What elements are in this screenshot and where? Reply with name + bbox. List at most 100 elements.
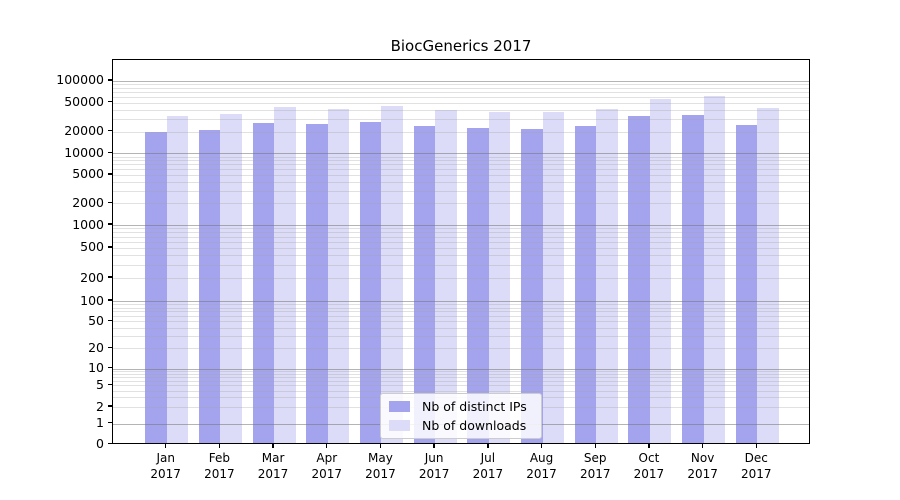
gridline	[113, 348, 809, 350]
bar-mar-downloads	[274, 107, 296, 443]
bar-jul-distinct-ips	[467, 128, 489, 443]
x-tick-mark	[487, 444, 489, 448]
y-tick-label: 5000	[72, 166, 104, 182]
gridline	[113, 327, 809, 329]
plot-area: Nb of distinct IPs Nb of downloads	[112, 59, 810, 444]
y-tick-label: 100000	[56, 72, 104, 88]
gridline	[113, 377, 809, 379]
x-tick-mark	[379, 444, 382, 448]
y-tick-label: 1	[96, 415, 104, 431]
bar-oct-downloads	[649, 98, 672, 443]
gridline	[113, 228, 809, 230]
y-tick-mark	[108, 223, 112, 225]
gridline	[113, 232, 809, 234]
y-tick-mark	[108, 346, 112, 348]
x-tick-label: Jun 2017	[418, 451, 450, 481]
bar-apr-downloads	[327, 109, 350, 443]
bar-feb-downloads	[220, 114, 242, 443]
gridline	[113, 255, 809, 257]
y-tick-mark	[108, 299, 112, 301]
gridline	[113, 190, 809, 192]
bars-layer	[113, 60, 809, 443]
bar-aug-distinct-ips	[521, 129, 543, 443]
gridline	[113, 131, 809, 133]
y-tick-label: 2000	[72, 194, 104, 210]
gridline	[113, 80, 809, 82]
gridline	[113, 304, 809, 306]
y-tick-label: 0	[96, 435, 104, 451]
legend-item-downloads: Nb of downloads	[389, 418, 527, 433]
y-tick-label: 50000	[64, 94, 104, 110]
bar-nov-distinct-ips	[682, 114, 704, 443]
y-tick-mark	[108, 151, 112, 153]
gridline	[113, 225, 809, 226]
x-tick-mark	[433, 444, 435, 448]
y-tick-mark	[108, 129, 112, 132]
gridline	[113, 92, 809, 94]
y-tick-mark	[108, 101, 112, 103]
x-tick-label: Dec 2017	[741, 451, 772, 481]
x-tick-label: May 2017	[365, 451, 396, 481]
gridline	[113, 301, 809, 302]
x-tick-mark	[272, 444, 274, 448]
y-tick-mark	[108, 79, 112, 81]
gridline	[113, 380, 809, 382]
bar-jan-distinct-ips	[145, 132, 167, 443]
x-tick-label: Feb 2017	[204, 451, 235, 481]
bar-nov-downloads	[703, 96, 726, 443]
y-tick-label: 10000	[64, 144, 104, 160]
y-tick-mark	[108, 422, 112, 424]
y-tick-mark	[108, 276, 112, 278]
gridline	[113, 153, 809, 155]
y-tick-mark	[108, 173, 112, 175]
gridline	[113, 118, 809, 120]
y-tick-label: 500	[80, 239, 104, 255]
x-tick-mark	[164, 444, 167, 448]
y-tick-label: 20	[88, 339, 104, 355]
gridline	[113, 97, 809, 99]
bar-sep-downloads	[596, 109, 618, 443]
bar-jul-downloads	[488, 111, 511, 443]
legend-swatch-downloads-icon	[389, 420, 410, 431]
y-tick-mark	[108, 442, 112, 444]
gridline	[113, 181, 809, 183]
y-tick-label: 2	[96, 398, 104, 414]
gridline	[113, 169, 809, 171]
x-tick-label: Aug 2017	[526, 451, 557, 481]
gridline	[113, 236, 809, 238]
gridline	[113, 160, 809, 162]
y-tick-label: 10	[88, 360, 104, 376]
gridline	[113, 84, 809, 86]
x-tick-label: Mar 2017	[257, 451, 289, 481]
gridline	[113, 368, 809, 370]
gridline	[113, 336, 809, 338]
bar-apr-distinct-ips	[306, 123, 328, 443]
y-tick-label: 50	[88, 312, 104, 328]
y-tick-label: 5	[96, 376, 104, 392]
y-tick-mark	[108, 383, 112, 385]
gridline	[113, 102, 809, 104]
y-tick-mark	[108, 246, 112, 248]
legend-label-downloads: Nb of downloads	[422, 418, 527, 433]
gridline	[113, 156, 809, 158]
gridline	[113, 164, 809, 166]
x-tick-mark	[326, 444, 328, 448]
x-tick-label: Jul 2017	[472, 451, 504, 481]
bar-oct-distinct-ips	[628, 115, 650, 443]
legend-label-distinct-ips: Nb of distinct IPs	[422, 399, 527, 414]
y-tick-label: 200	[80, 269, 104, 285]
gridline	[113, 374, 809, 376]
gridline	[113, 316, 809, 318]
x-tick-mark	[594, 444, 596, 448]
gridline	[113, 264, 809, 266]
y-tick-mark	[108, 366, 112, 369]
x-tick-label: Oct 2017	[633, 451, 665, 481]
bar-aug-downloads	[542, 112, 564, 443]
bar-mar-distinct-ips	[252, 122, 275, 443]
chart-title: BiocGenerics 2017	[390, 37, 532, 55]
gridline	[113, 371, 809, 373]
bar-jun-downloads	[435, 109, 457, 443]
bar-jan-downloads	[166, 116, 189, 443]
x-tick-label: Jan 2017	[150, 451, 181, 481]
